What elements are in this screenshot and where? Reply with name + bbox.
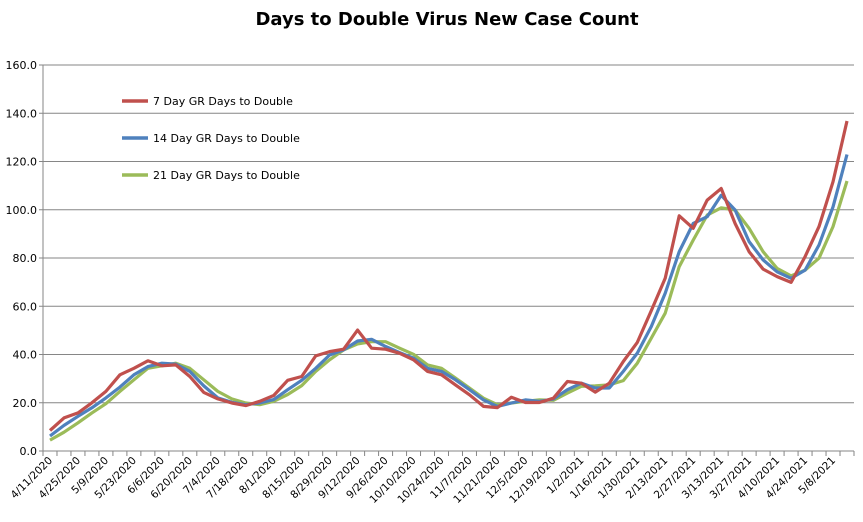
- y-tick-label: 0.0: [20, 445, 38, 458]
- y-tick-label: 20.0: [13, 397, 38, 410]
- y-tick-label: 80.0: [13, 252, 38, 265]
- legend-item: 7 Day GR Days to Double: [122, 95, 293, 108]
- legend-item: 21 Day GR Days to Double: [122, 169, 300, 182]
- y-tick-label: 160.0: [6, 59, 38, 72]
- chart-title: Days to Double Virus New Case Count: [255, 9, 639, 30]
- legend-label: 21 Day GR Days to Double: [153, 169, 300, 182]
- series-line-2: [49, 154, 849, 438]
- series-line-1: [48, 120, 849, 432]
- y-tick-label: 60.0: [13, 300, 38, 313]
- y-tick-label: 40.0: [13, 349, 38, 362]
- legend-label: 14 Day GR Days to Double: [153, 132, 300, 145]
- series-line-3: [49, 180, 849, 442]
- legend-item: 14 Day GR Days to Double: [122, 132, 300, 145]
- y-tick-label: 120.0: [6, 156, 38, 169]
- y-tick-label: 140.0: [6, 107, 38, 120]
- legend-label: 7 Day GR Days to Double: [153, 95, 293, 108]
- y-tick-label: 100.0: [6, 204, 38, 217]
